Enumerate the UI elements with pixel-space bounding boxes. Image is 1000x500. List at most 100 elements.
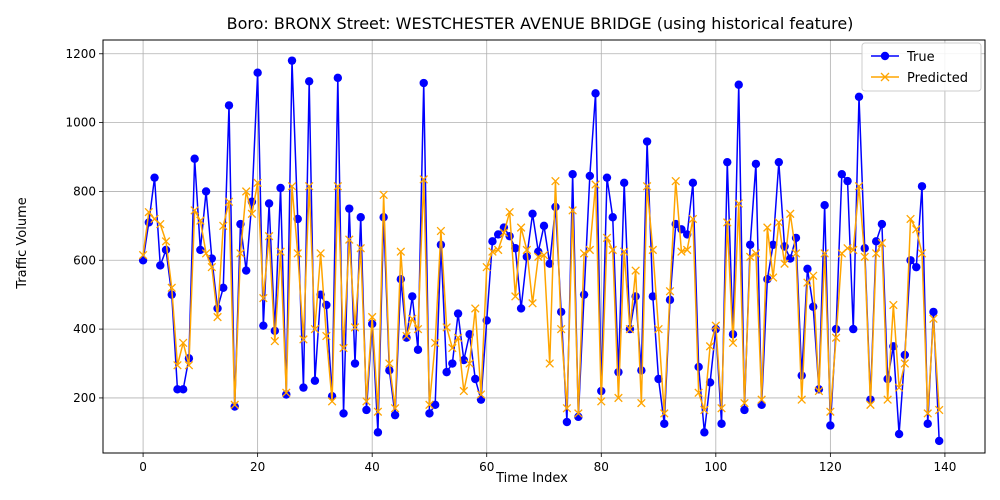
data-point-predicted bbox=[459, 386, 469, 396]
data-point-true bbox=[453, 309, 463, 318]
data-point-true bbox=[694, 362, 703, 372]
data-point-predicted bbox=[505, 207, 514, 217]
data-point-true bbox=[768, 240, 778, 249]
legend-true-label: True bbox=[906, 50, 935, 65]
data-point-predicted bbox=[923, 409, 932, 418]
data-point-predicted bbox=[367, 312, 377, 322]
data-point-predicted bbox=[270, 336, 280, 346]
data-point-predicted bbox=[854, 182, 864, 191]
data-point-true bbox=[161, 245, 171, 255]
data-point-predicted bbox=[499, 228, 509, 237]
data-point-true bbox=[774, 157, 784, 167]
data-point-true bbox=[757, 400, 766, 410]
data-point-predicted bbox=[167, 283, 176, 293]
data-point-true bbox=[310, 376, 320, 385]
data-point-predicted bbox=[310, 324, 320, 334]
data-point-predicted bbox=[551, 176, 560, 186]
data-point-predicted bbox=[178, 338, 188, 348]
data-point-predicted bbox=[287, 182, 297, 191]
data-point-predicted bbox=[791, 249, 801, 258]
data-point-predicted bbox=[711, 321, 721, 330]
data-point-predicted bbox=[757, 395, 766, 404]
y-tick-label: 600 bbox=[73, 253, 96, 267]
data-point-predicted bbox=[511, 292, 520, 301]
data-point-predicted bbox=[585, 245, 595, 255]
data-point-predicted bbox=[293, 249, 302, 258]
data-point-true bbox=[511, 244, 520, 253]
data-point-true bbox=[619, 178, 629, 188]
data-point-predicted bbox=[516, 223, 526, 232]
data-point-predicted bbox=[356, 243, 365, 253]
data-point-true bbox=[459, 355, 469, 365]
y-tick-label: 200 bbox=[73, 391, 96, 405]
data-point-true bbox=[871, 237, 881, 246]
data-point-predicted bbox=[637, 398, 646, 408]
data-point-predicted bbox=[350, 323, 360, 332]
series-layer bbox=[138, 56, 944, 446]
data-point-true bbox=[476, 395, 486, 404]
data-point-predicted bbox=[774, 218, 784, 227]
data-point-predicted bbox=[247, 209, 257, 219]
data-point-predicted bbox=[740, 398, 749, 408]
data-point-predicted bbox=[327, 397, 337, 406]
data-point-predicted bbox=[694, 388, 703, 398]
data-point-predicted bbox=[871, 249, 881, 258]
legend-true-marker bbox=[880, 51, 890, 61]
data-point-predicted bbox=[230, 400, 239, 410]
data-point-true bbox=[917, 182, 927, 191]
data-point-true bbox=[528, 209, 537, 218]
data-point-true bbox=[585, 171, 595, 181]
data-point-predicted bbox=[803, 278, 812, 287]
data-point-true bbox=[390, 410, 400, 420]
data-point-predicted bbox=[190, 206, 199, 215]
data-point-predicted bbox=[574, 409, 583, 418]
data-point-predicted bbox=[745, 252, 755, 262]
data-point-predicted bbox=[196, 216, 205, 225]
data-point-true bbox=[688, 178, 698, 188]
data-point-true bbox=[264, 199, 274, 208]
data-point-predicted bbox=[413, 324, 423, 334]
data-point-predicted bbox=[385, 359, 394, 368]
series-line-true bbox=[142, 59, 940, 441]
data-point-true bbox=[717, 419, 726, 428]
data-point-true bbox=[516, 304, 526, 313]
data-point-predicted bbox=[156, 219, 165, 229]
legend-predicted-marker bbox=[880, 72, 890, 82]
y-tick-label: 800 bbox=[73, 184, 96, 198]
data-point-predicted bbox=[568, 206, 577, 215]
data-point-true bbox=[408, 292, 417, 301]
data-point-predicted bbox=[522, 245, 532, 255]
data-point-predicted bbox=[763, 223, 772, 232]
data-point-predicted bbox=[751, 249, 761, 258]
axis-ticks: 0 20 40 60 80 100 120 140 200 400 600 800 1000 1200 bbox=[65, 47, 956, 474]
data-point-predicted bbox=[556, 324, 566, 334]
data-point-true bbox=[425, 409, 434, 418]
data-point-predicted bbox=[677, 247, 686, 256]
data-point-predicted bbox=[660, 409, 669, 418]
data-point-true bbox=[579, 290, 589, 299]
data-point-predicted bbox=[402, 331, 411, 341]
x-tick-label: 140 bbox=[933, 460, 956, 474]
data-point-true bbox=[539, 221, 549, 231]
data-point-predicted bbox=[339, 343, 348, 353]
chart-title: Boro: BRONX Street: WESTCHESTER AVENUE B… bbox=[227, 14, 854, 33]
data-point-predicted bbox=[671, 176, 680, 186]
x-tick-label: 40 bbox=[365, 460, 380, 474]
data-point-true bbox=[493, 230, 503, 239]
data-point-predicted bbox=[493, 245, 503, 255]
data-point-predicted bbox=[562, 403, 572, 413]
data-point-true bbox=[745, 240, 755, 249]
data-point-true bbox=[849, 324, 858, 334]
data-point-true bbox=[345, 204, 354, 213]
data-point-predicted bbox=[808, 271, 818, 281]
data-point-predicted bbox=[373, 407, 383, 416]
data-point-predicted bbox=[396, 247, 406, 256]
x-tick-label: 120 bbox=[819, 460, 842, 474]
data-point-predicted bbox=[866, 400, 875, 410]
data-point-true bbox=[654, 374, 663, 384]
data-point-predicted bbox=[259, 293, 268, 303]
data-point-predicted bbox=[597, 397, 606, 406]
data-point-true bbox=[843, 176, 852, 186]
data-point-true bbox=[196, 245, 205, 255]
data-point-predicted bbox=[843, 243, 852, 253]
